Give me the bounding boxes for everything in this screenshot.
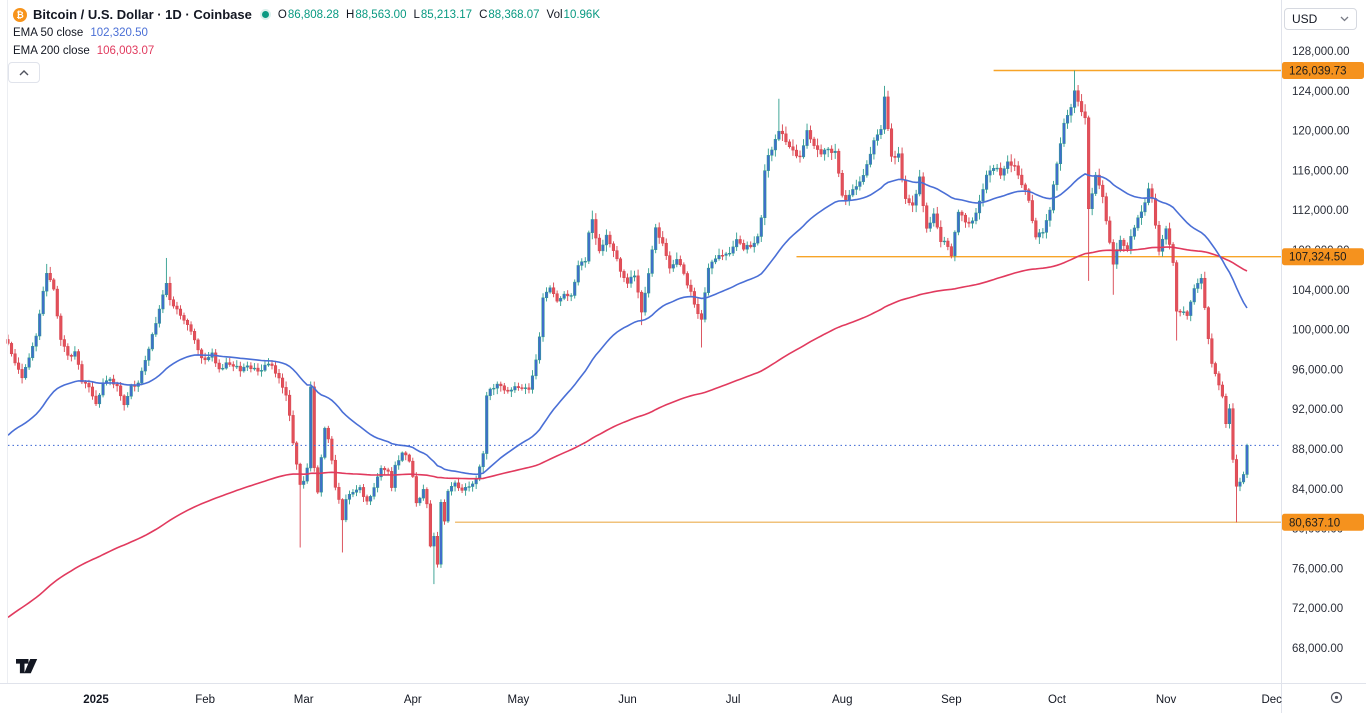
timezone-settings-button[interactable] (1328, 689, 1344, 705)
symbol-row[interactable]: ₿ Bitcoin / U.S. Dollar · 1D · Coinbase … (13, 6, 600, 23)
time-axis-label[interactable]: Oct (1048, 694, 1067, 706)
ema50-label: EMA 50 close (13, 26, 84, 39)
low-value: 85,213.17 (420, 8, 473, 21)
ohlc-values: O 86,808.28 H 88,563.00 L 85,213.17 C 88,368… (278, 9, 600, 21)
currency-selector[interactable]: USD (1284, 8, 1357, 30)
clock-icon (1330, 691, 1342, 703)
symbol-title[interactable]: Bitcoin / U.S. Dollar · 1D · Coinbase (33, 7, 252, 22)
price-axis-label: 116,000.00 (1292, 165, 1349, 177)
time-axis-label[interactable]: Feb (195, 694, 215, 706)
price-axis-label: 104,000.00 (1292, 285, 1350, 297)
chevron-down-icon (1340, 16, 1349, 22)
collapse-legend-button[interactable] (8, 62, 40, 83)
price-axis-label: 124,000.00 (1292, 86, 1350, 98)
time-axis-label[interactable]: Jun (618, 694, 637, 706)
support-resistance-lines[interactable] (455, 69, 1281, 523)
price-level-badge-text: 126,039.73 (1289, 66, 1347, 78)
price-axis-label: 96,000.00 (1292, 364, 1343, 376)
ema50-value: 102,320.50 (90, 26, 148, 39)
price-axis-label: 120,000.00 (1292, 126, 1350, 138)
time-axis-label[interactable]: Dec (1261, 694, 1282, 706)
chart-legend: ₿ Bitcoin / U.S. Dollar · 1D · Coinbase … (13, 6, 600, 60)
time-axis-label[interactable]: Apr (404, 694, 422, 706)
ema50-row[interactable]: EMA 50 close 102,320.50 (13, 24, 600, 41)
ema50-line[interactable] (7, 173, 1248, 476)
candlesticks (6, 70, 1249, 585)
close-label: C (479, 8, 488, 21)
price-level-badge-text: 80,637.10 (1289, 517, 1340, 529)
price-axis-label: 128,000.00 (1292, 46, 1350, 58)
ema200-row[interactable]: EMA 200 close 106,003.07 (13, 42, 600, 59)
tradingview-logo[interactable] (16, 659, 38, 679)
time-axis-label[interactable]: Nov (1156, 694, 1177, 706)
ema200-label: EMA 200 close (13, 44, 90, 57)
time-axis-label[interactable]: Mar (294, 694, 314, 706)
market-status-icon (261, 11, 269, 18)
chevron-up-icon (19, 69, 29, 75)
time-axis-label[interactable]: May (508, 694, 530, 706)
price-axis-label: 84,000.00 (1292, 484, 1343, 496)
high-label: H (346, 8, 355, 21)
ema-lines (7, 173, 1281, 619)
time-axis-label[interactable]: Sep (941, 694, 961, 706)
price-axis-label: 72,000.00 (1292, 603, 1343, 615)
time-axis-label[interactable]: Jul (726, 694, 741, 706)
price-axis-label: 100,000.00 (1292, 325, 1350, 337)
price-level-badge (1282, 248, 1364, 266)
ema200-line[interactable] (7, 246, 1248, 619)
price-axis-label: 68,000.00 (1292, 643, 1343, 655)
price-level-badge (1282, 513, 1364, 531)
time-axis-label[interactable]: Aug (832, 694, 852, 706)
volume-label: Vol (546, 8, 563, 21)
low-label: L (413, 8, 420, 21)
high-value: 88,563.00 (355, 8, 407, 21)
volume-value: 10.96K (563, 8, 600, 21)
price-level-badge-text: 107,324.50 (1289, 252, 1347, 264)
price-axis-label: 92,000.00 (1292, 404, 1343, 416)
price-axis-label: 112,000.00 (1292, 205, 1349, 217)
ema200-value: 106,003.07 (96, 44, 155, 57)
bitcoin-icon: ₿ (13, 7, 27, 22)
price-axis-label: 88,000.00 (1292, 444, 1343, 456)
currency-value: USD (1292, 12, 1318, 26)
time-axis-label[interactable]: 2025 (83, 694, 109, 706)
open-label: O (277, 8, 287, 21)
tradingview-logo-icon (16, 659, 38, 674)
price-axis-label: 76,000.00 (1292, 563, 1343, 575)
open-value: 86,808.28 (287, 8, 339, 21)
close-value: 88,368.07 (488, 8, 540, 21)
price-level-badge (1282, 62, 1364, 80)
